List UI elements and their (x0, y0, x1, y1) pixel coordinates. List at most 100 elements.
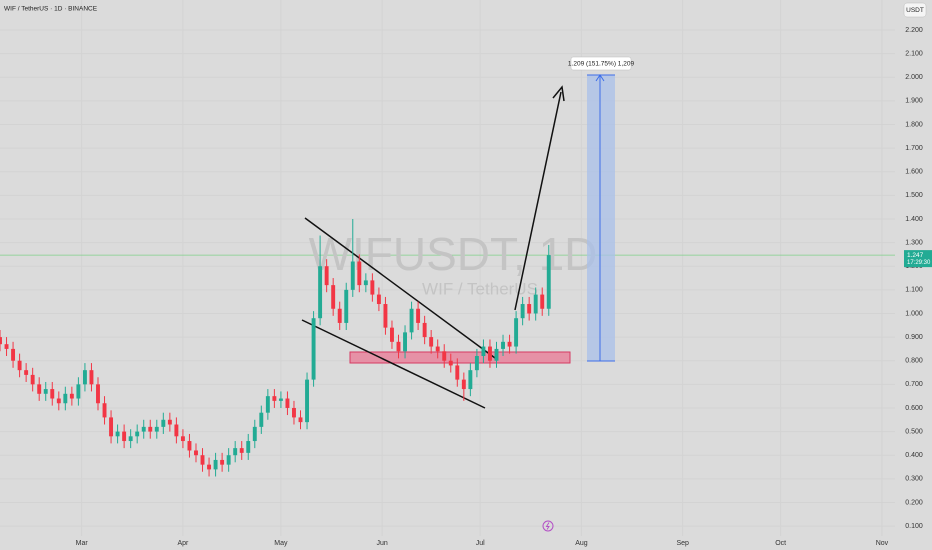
candle-body (370, 280, 375, 295)
candle-body (89, 370, 94, 385)
candle-body (265, 396, 270, 413)
watermark-subtitle: WIF / TetherUS (422, 279, 538, 298)
candle-body (481, 346, 486, 356)
x-tick-label: Jul (476, 540, 485, 547)
y-tick-label: 1.400 (905, 216, 923, 223)
candle-body (17, 360, 22, 371)
candle-body (180, 436, 185, 442)
y-tick-label: 0.700 (905, 381, 923, 388)
candle-body (507, 341, 512, 347)
candle-body (416, 308, 421, 323)
price-label: 1.247 (907, 252, 924, 259)
candle-body (546, 255, 551, 309)
candle-body (318, 266, 323, 319)
candle-body (409, 308, 414, 333)
wedge-lower (301, 319, 486, 409)
candle-body (337, 308, 342, 323)
y-tick-label: 0.900 (905, 334, 923, 341)
candle-body (30, 374, 35, 385)
projection-box (587, 75, 615, 361)
y-tick-label: 1.700 (905, 145, 923, 152)
candle-body (24, 370, 29, 375)
x-tick-label: Sep (676, 540, 689, 547)
candles (0, 218, 551, 477)
currency: USDT (906, 7, 924, 14)
candle-body (324, 266, 329, 286)
candle-body (194, 450, 198, 456)
candle-body (435, 346, 440, 352)
candle-body (442, 351, 447, 361)
candle-body (102, 403, 107, 418)
y-tick-label: 1.100 (905, 287, 923, 294)
candle-body (285, 398, 290, 408)
candle-body (148, 426, 153, 432)
candle-body (363, 280, 368, 286)
candle-body (63, 393, 68, 404)
candle-body (76, 384, 81, 399)
candle-body (174, 424, 179, 437)
candle-body (213, 459, 218, 470)
y-tick-label: 1.900 (905, 98, 923, 105)
candle-body (305, 379, 310, 423)
candle-body (501, 341, 505, 349)
y-tick-label: 1.500 (905, 192, 923, 199)
candle-body (11, 348, 16, 361)
price-axis (895, 0, 932, 550)
candle-body (403, 332, 407, 352)
x-tick-label: Aug (575, 540, 588, 547)
candle-body (514, 318, 519, 347)
y-tick-label: 0.600 (905, 405, 923, 412)
x-tick-label: Apr (177, 540, 189, 547)
breakout-arrowhead (552, 85, 565, 102)
annotation-box (570, 56, 632, 71)
x-tick-label: Oct (775, 540, 786, 547)
projection-arrowhead (595, 74, 605, 82)
candle-body (383, 304, 388, 328)
candle-body (56, 398, 61, 404)
y-tick-label: 0.200 (905, 499, 923, 506)
y-tick-label: 0.300 (905, 476, 923, 483)
grid (0, 254, 895, 256)
currency-button[interactable] (903, 2, 927, 18)
candle-body (533, 294, 538, 314)
candle-body (239, 448, 244, 453)
candle-body (200, 455, 205, 465)
candle-body (292, 407, 296, 418)
candle-body (272, 396, 277, 401)
x-tick-label: May (274, 540, 288, 547)
candle-body (226, 455, 231, 465)
candle-body (128, 436, 133, 442)
y-tick-label: 2.100 (905, 50, 923, 57)
candle-body (135, 431, 140, 437)
candle-body (207, 464, 212, 470)
y-tick-label: 0.800 (905, 358, 923, 365)
candle-body (448, 360, 453, 366)
x-tick-label: Mar (76, 540, 89, 547)
candle-body (422, 322, 427, 338)
candle-body (161, 419, 166, 427)
candle-body (141, 426, 146, 432)
y-tick-label: 1.000 (905, 310, 923, 317)
candle-body (474, 355, 479, 371)
candle-body (344, 289, 349, 323)
candle-body (167, 419, 172, 425)
candle-body (246, 441, 251, 453)
drawings: 1.209 (151.75%) 1,209 (301, 56, 634, 409)
candle-body (187, 441, 192, 451)
x-tick-label: Nov (876, 540, 889, 547)
support-zone (349, 351, 571, 364)
y-tick-label: 2.200 (905, 27, 923, 34)
candle-body (494, 348, 499, 361)
candle-body (43, 389, 48, 394)
candle-body (376, 294, 381, 305)
y-tick-label: 0.400 (905, 452, 923, 459)
candle-body (520, 304, 525, 319)
candle-body (115, 431, 120, 437)
candle-body (50, 389, 55, 399)
icon-bolt (545, 522, 550, 530)
candle-body (37, 384, 42, 394)
candle-body (455, 365, 460, 380)
candle-body (527, 304, 532, 314)
